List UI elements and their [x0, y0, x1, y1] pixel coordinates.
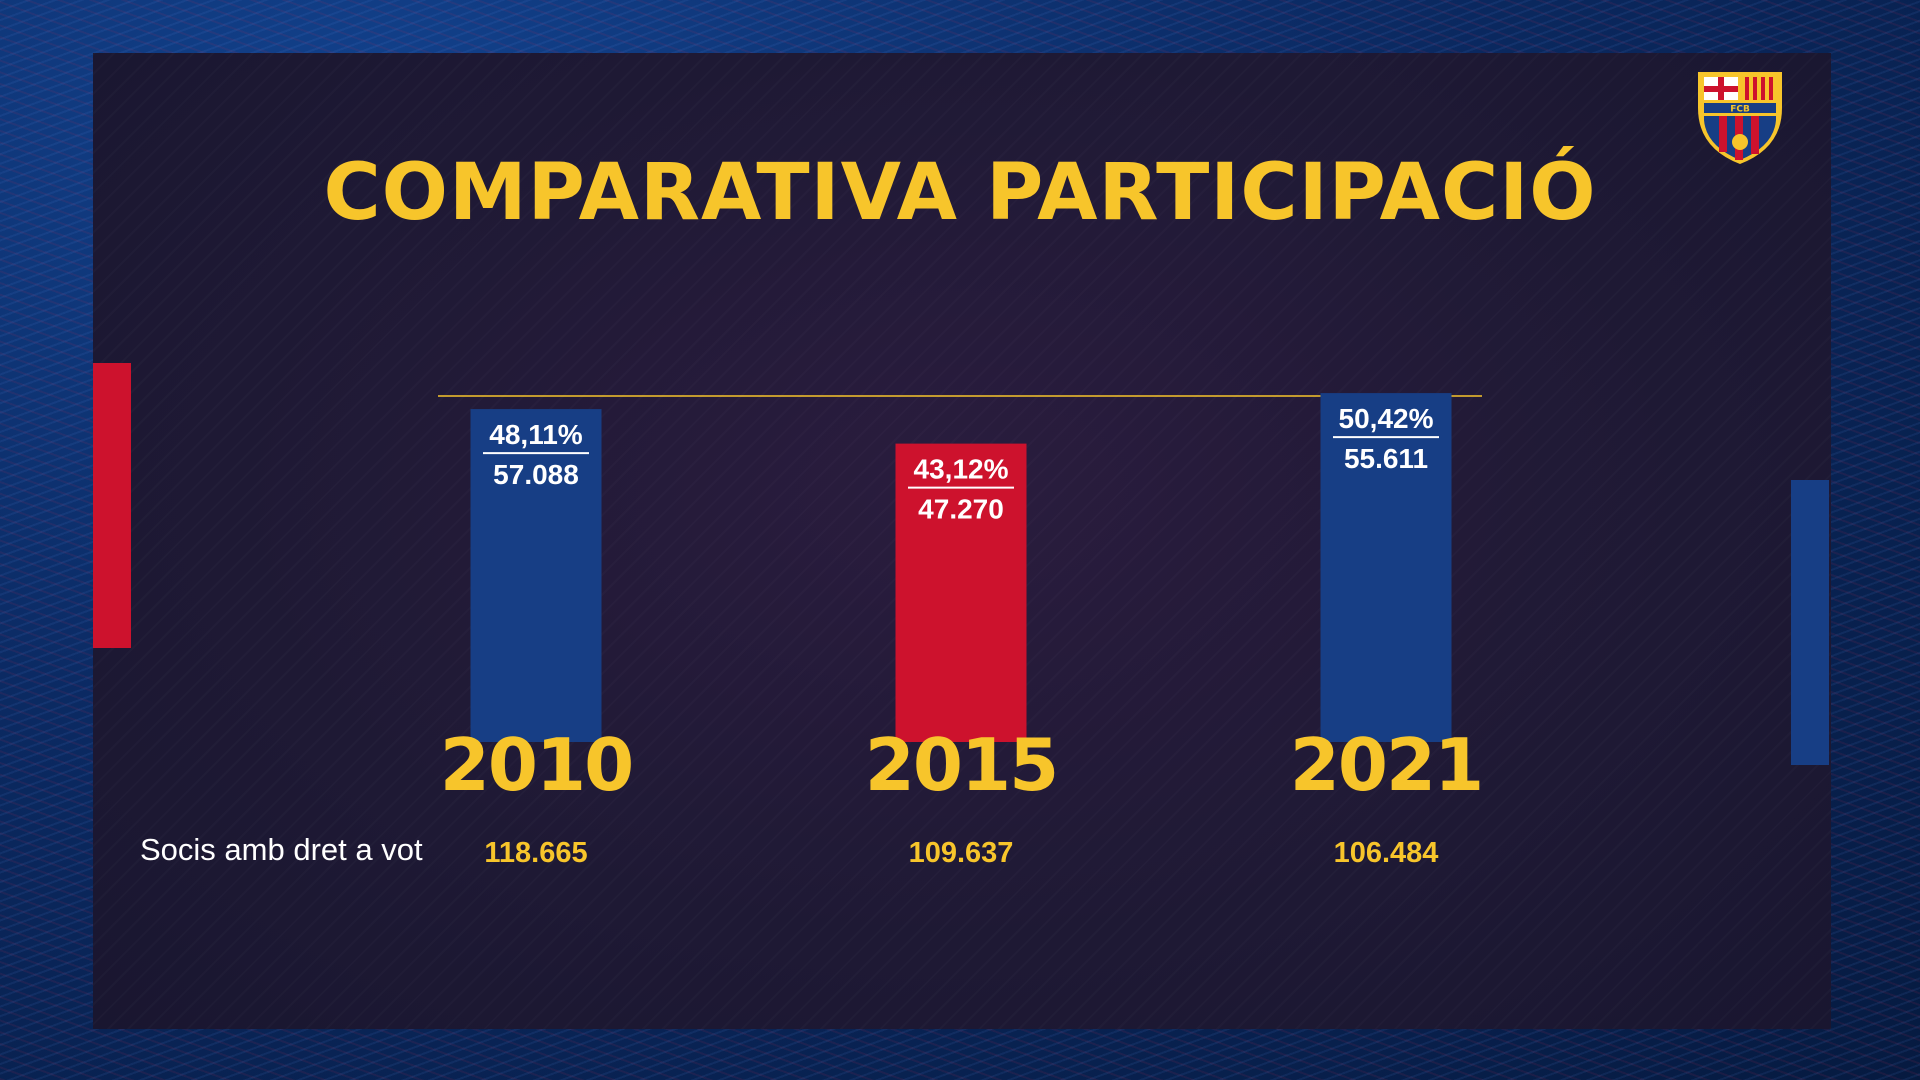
members-value-2015: 109.637 [909, 837, 1014, 869]
percent-label-2010: 48,11% [489, 419, 583, 450]
year-label-2021: 2021 [1290, 723, 1482, 807]
right-accent-bar [1791, 480, 1829, 765]
percent-label-2015: 43,12% [914, 454, 1009, 485]
members-value-2021: 106.484 [1334, 837, 1439, 869]
logo-text: FCB [1730, 105, 1750, 115]
year-label-2010: 2010 [440, 723, 632, 807]
members-row-label: Socis amb dret a vot [140, 832, 423, 867]
bar-2015 [895, 443, 1027, 742]
percent-label-2021: 50,42% [1339, 403, 1434, 434]
votes-label-2010: 57.088 [493, 459, 579, 490]
fcb-crest-logo: FCB [1698, 72, 1782, 164]
members-value-2010: 118.665 [484, 837, 587, 869]
page-title: COMPARATIVA PARTICIPACIÓ [323, 148, 1597, 238]
year-label-2015: 2015 [865, 723, 1057, 807]
bar-2021 [1320, 393, 1452, 742]
left-accent-bar [93, 363, 131, 648]
votes-label-2015: 47.270 [918, 494, 1004, 525]
bar-2010 [470, 409, 602, 742]
votes-label-2021: 55.611 [1344, 443, 1428, 474]
